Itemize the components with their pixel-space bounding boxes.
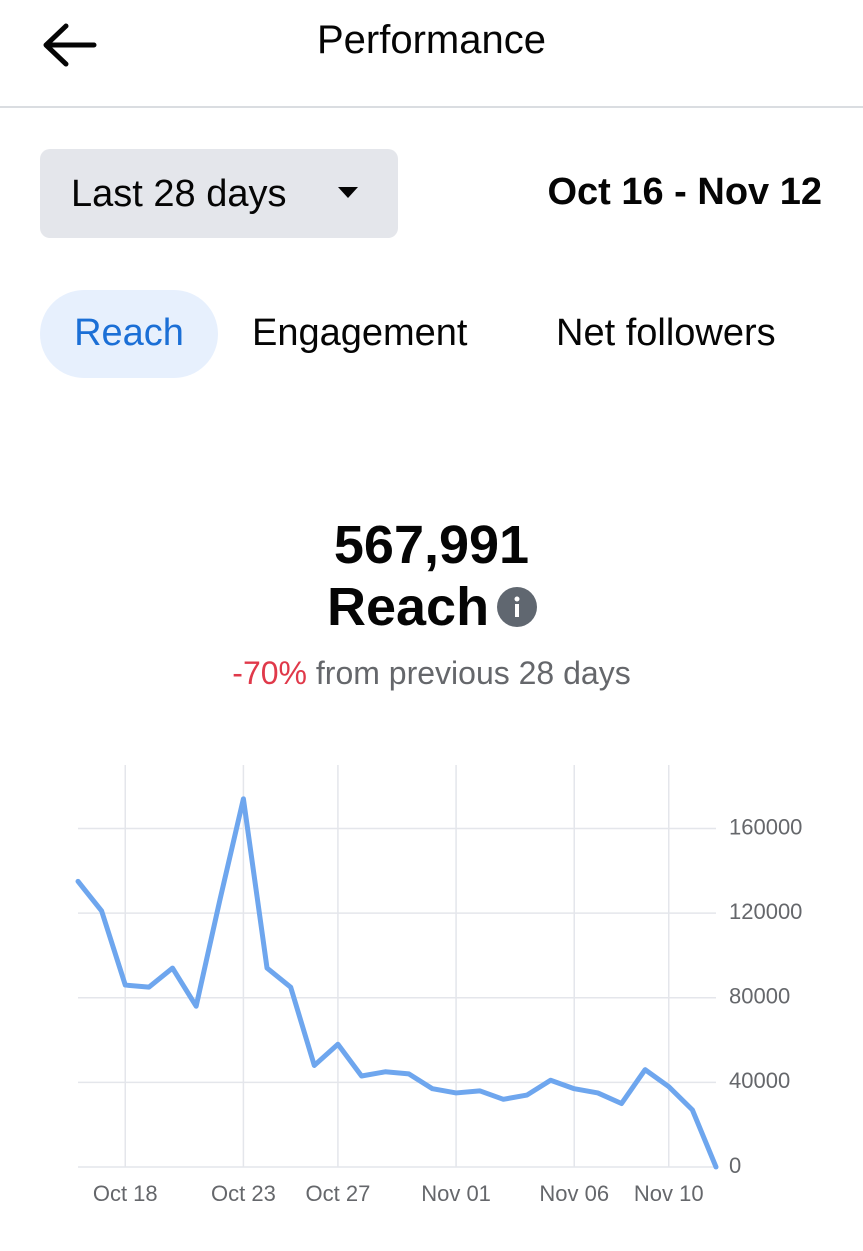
x-tick-label: Oct 23 bbox=[211, 1181, 276, 1206]
page-title: Performance bbox=[317, 18, 546, 62]
x-tick-label: Oct 18 bbox=[93, 1181, 158, 1206]
y-tick-label: 80000 bbox=[729, 984, 790, 1009]
tab[interactable]: Reach bbox=[74, 312, 184, 354]
y-tick-label: 0 bbox=[729, 1153, 741, 1178]
dropdown-caret bbox=[338, 187, 358, 198]
range-dropdown[interactable]: Last 28 days bbox=[40, 149, 398, 238]
y-tick-label: 160000 bbox=[729, 814, 802, 839]
metric-label: Reach bbox=[327, 577, 490, 637]
date-range: Oct 16 - Nov 12 bbox=[547, 171, 822, 213]
change-line: -70% from previous 28 days bbox=[0, 655, 863, 692]
x-tick-label: Nov 10 bbox=[634, 1181, 704, 1206]
reach-line bbox=[75, 796, 719, 1170]
x-tick-label: Nov 06 bbox=[539, 1181, 609, 1206]
tab[interactable]: Engagement bbox=[252, 312, 468, 354]
range-label: Last 28 days bbox=[71, 173, 287, 215]
metric-value: 567,991 bbox=[333, 515, 530, 575]
tab[interactable]: Net followers bbox=[556, 312, 776, 354]
change-percent: -70% bbox=[232, 655, 307, 691]
y-tick-label: 120000 bbox=[729, 899, 802, 924]
back-button[interactable] bbox=[40, 22, 100, 68]
divider bbox=[0, 106, 863, 108]
tab-active-bg bbox=[40, 290, 218, 378]
x-tick-label: Oct 27 bbox=[306, 1181, 371, 1206]
change-text: from previous 28 days bbox=[315, 655, 631, 691]
x-tick-label: Nov 01 bbox=[421, 1181, 491, 1206]
info-icon[interactable] bbox=[496, 586, 538, 628]
y-tick-label: 40000 bbox=[729, 1068, 790, 1093]
